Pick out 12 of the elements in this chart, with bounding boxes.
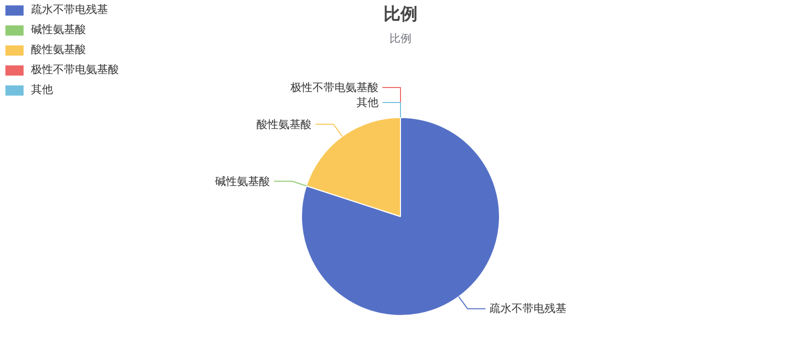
category-label: 其他	[356, 96, 378, 109]
legend-label: 酸性氨基酸	[31, 42, 86, 57]
chart-title: 比例	[384, 4, 418, 24]
legend-label: 极性不带电氨基酸	[31, 62, 119, 77]
slice-label: 疏水不带电残基	[490, 302, 567, 316]
legend-label: 疏水不带电残基	[31, 2, 108, 17]
category-label: 极性不带电氨基酸	[290, 81, 378, 94]
text: 比例	[390, 32, 412, 45]
category-label: 碱性氨基酸	[215, 174, 270, 188]
legend-label: 其他	[31, 82, 53, 97]
legend-label: 碱性氨基酸	[31, 22, 86, 37]
slice-label: 酸性氨基酸	[256, 118, 312, 131]
